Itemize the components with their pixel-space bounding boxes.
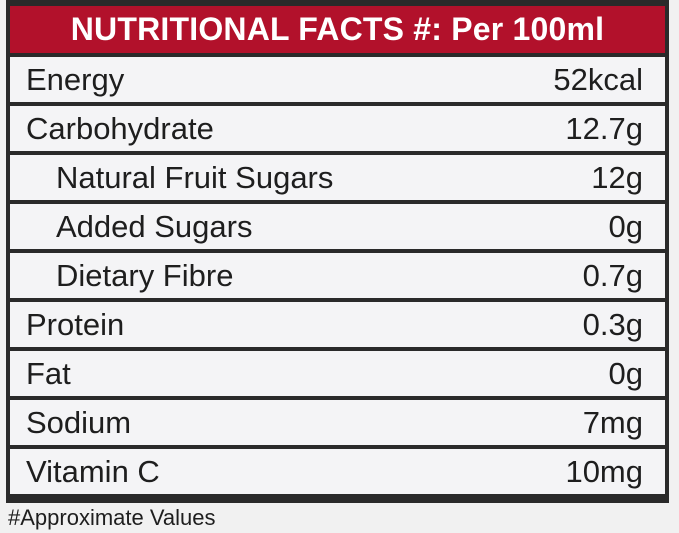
nutrient-row-added-sugars: Added Sugars 0g	[10, 204, 665, 249]
nutrient-value: 52kcal	[553, 62, 643, 97]
nutrient-row-carbohydrate: Carbohydrate 12.7g	[10, 106, 665, 151]
footnote: #Approximate Values	[8, 505, 216, 530]
nutrition-facts-table: NUTRITIONAL FACTS #: Per 100ml Energy 52…	[6, 0, 669, 503]
nutrient-value: 12.7g	[565, 111, 643, 146]
nutrient-row-protein: Protein 0.3g	[10, 302, 665, 347]
nutrient-value: 0g	[608, 209, 643, 244]
nutrient-name: Fat	[26, 356, 71, 391]
nutrient-name: Energy	[26, 62, 125, 97]
nutrient-row-energy: Energy 52kcal	[10, 57, 665, 102]
nutrient-row-dietary-fibre: Dietary Fibre 0.7g	[10, 253, 665, 298]
nutrient-value: 12g	[591, 160, 643, 195]
nutrient-rows: Energy 52kcal Carbohydrate 12.7g Natural…	[10, 57, 665, 498]
nutrient-name: Protein	[26, 307, 125, 342]
nutrient-value: 0.3g	[582, 307, 643, 342]
nutrient-value: 7mg	[582, 405, 643, 440]
nutrient-name: Natural Fruit Sugars	[56, 160, 334, 195]
nutrient-value: 10mg	[565, 454, 643, 489]
nutrient-name: Vitamin C	[26, 454, 160, 489]
nutrient-row-fat: Fat 0g	[10, 351, 665, 396]
nutrient-value: 0g	[608, 356, 643, 391]
nutrient-value: 0.7g	[582, 258, 643, 293]
nutrient-row-sodium: Sodium 7mg	[10, 400, 665, 445]
nutrient-name: Sodium	[26, 405, 132, 440]
nutrient-row-natural-fruit-sugars: Natural Fruit Sugars 12g	[10, 155, 665, 200]
nutrient-name: Carbohydrate	[26, 111, 214, 146]
nutrient-name: Added Sugars	[56, 209, 253, 244]
nutrient-row-vitamin-c: Vitamin C 10mg	[10, 449, 665, 494]
nutrient-name: Dietary Fibre	[56, 258, 234, 293]
table-header: NUTRITIONAL FACTS #: Per 100ml	[10, 6, 665, 53]
